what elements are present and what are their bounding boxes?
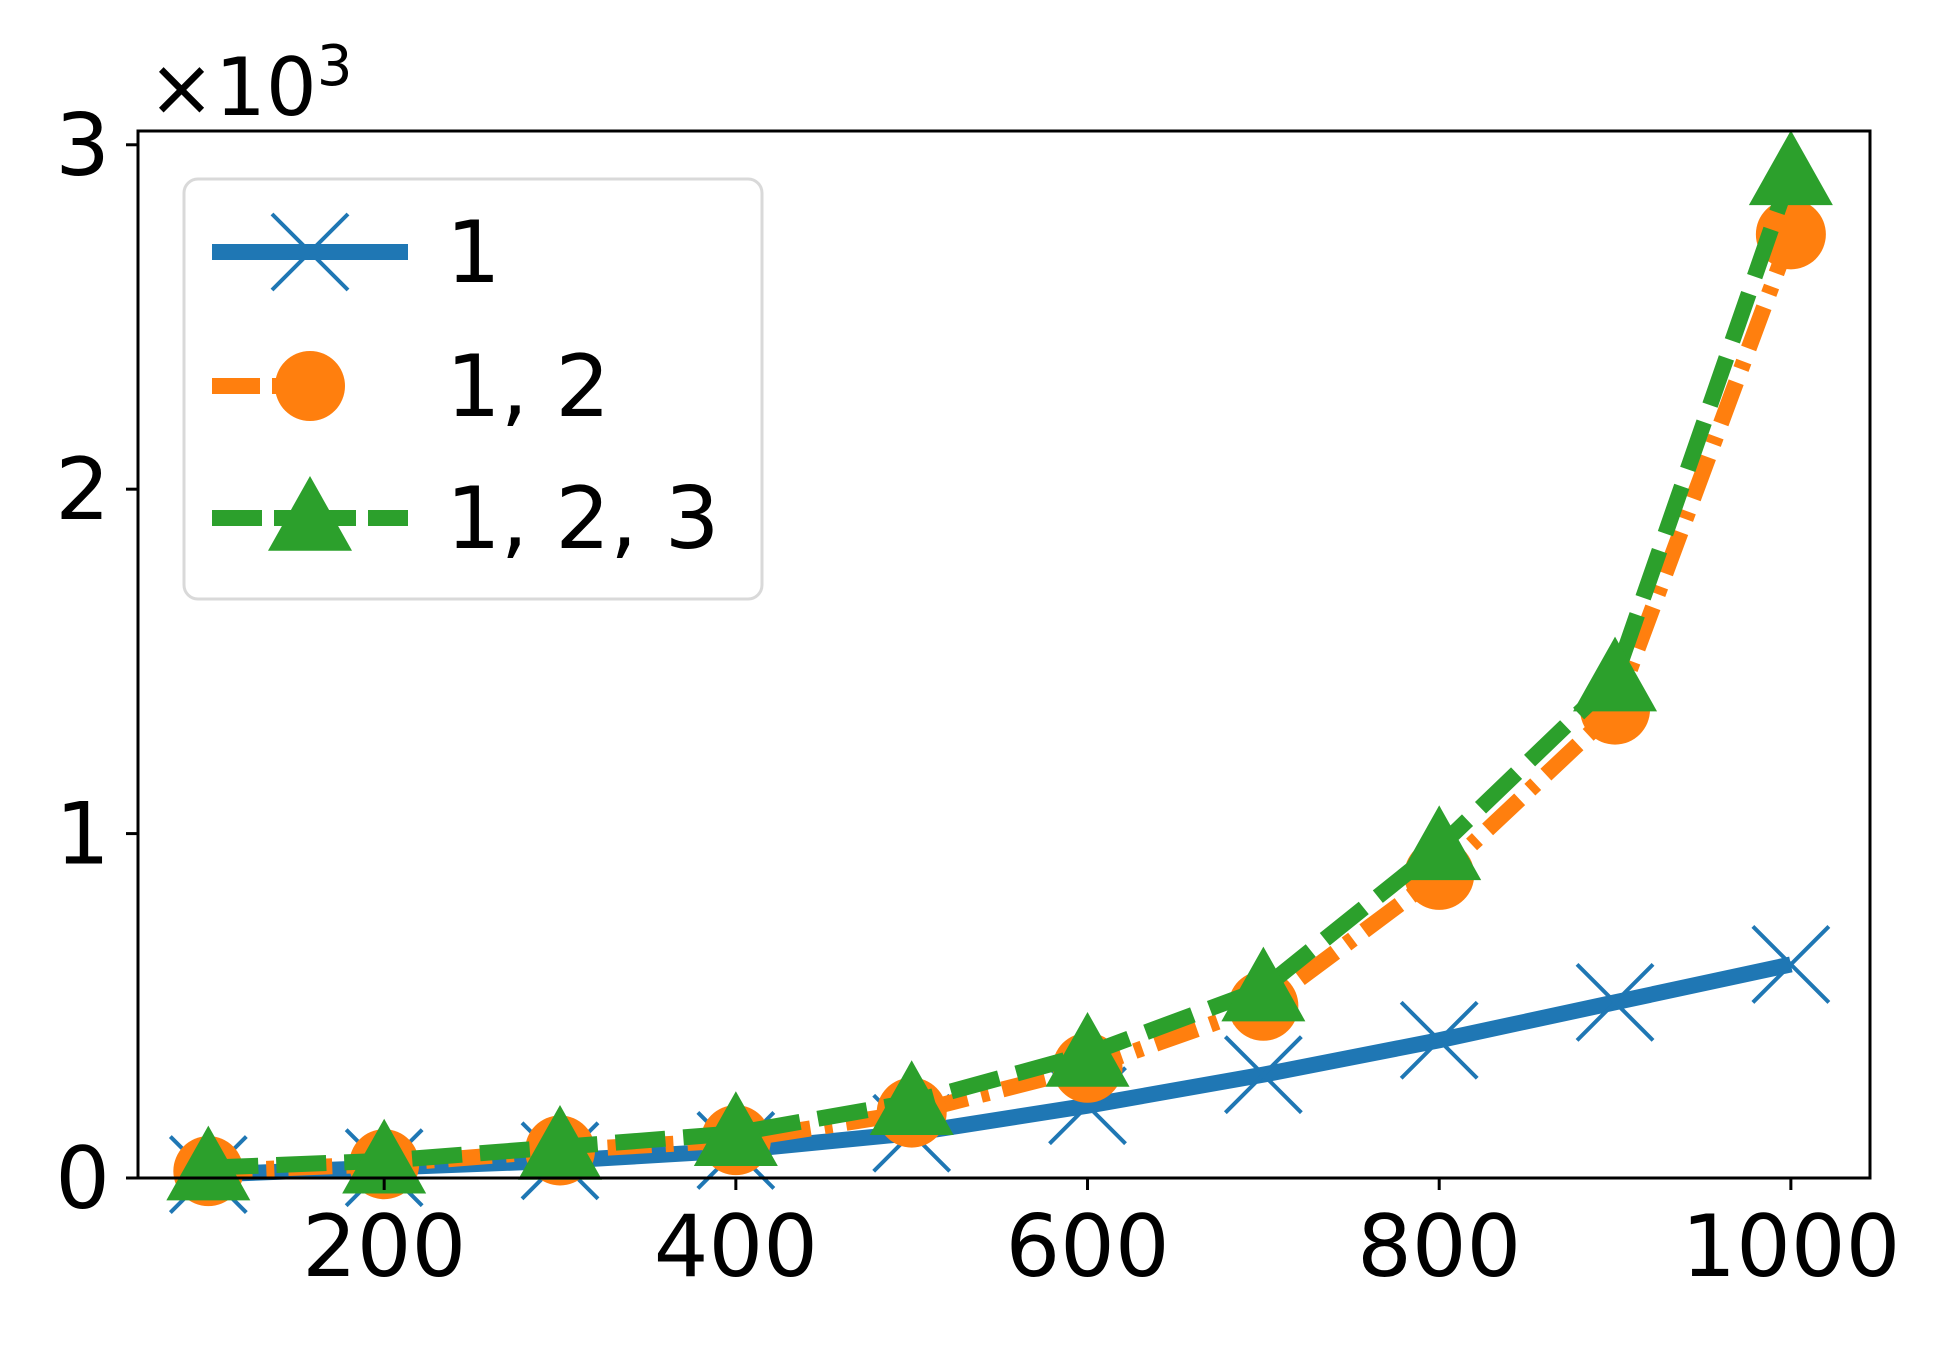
y-tick-label: 2 — [55, 440, 110, 540]
legend-entry-3: 1, 2, 3 — [212, 469, 720, 569]
y-tick-label: 0 — [55, 1129, 110, 1229]
series-layer — [166, 130, 1833, 1214]
series-line — [208, 231, 1799, 1180]
x-tick-label: 800 — [1357, 1197, 1521, 1297]
legend-marker — [268, 476, 352, 551]
x-tick-label: 400 — [654, 1197, 818, 1297]
y-multiplier-base: ×10 — [148, 41, 317, 134]
x-tick-label: 1000 — [1681, 1197, 1900, 1297]
legend-label: 1 — [446, 203, 501, 303]
data-point — [869, 1060, 954, 1135]
series-3 — [166, 130, 1833, 1201]
legend-box — [182, 177, 764, 601]
legend-marker — [275, 351, 345, 421]
legend-marker — [270, 212, 350, 292]
legend-label: 1, 2, 3 — [446, 469, 720, 569]
legend-entry-2: 1, 2 — [212, 337, 610, 437]
data-point — [693, 1091, 778, 1166]
data-point — [1755, 199, 1826, 270]
data-point — [1045, 1012, 1130, 1087]
x-tick-label: 200 — [302, 1197, 466, 1297]
plot-frame — [136, 129, 1872, 1180]
data-point — [518, 1105, 603, 1180]
y-multiplier-exponent: 3 — [317, 34, 353, 99]
y-multiplier-label: ×103 — [148, 34, 352, 134]
data-point — [1223, 1035, 1303, 1115]
data-point — [1397, 805, 1482, 881]
data-point — [1751, 925, 1831, 1004]
y-tick-label: 1 — [55, 785, 110, 885]
ticks-layer: 200 400 600 800 1000 0 1 2 3 — [55, 96, 1900, 1297]
data-point — [166, 1125, 251, 1201]
data-point — [1399, 1000, 1479, 1080]
x-tick-label: 600 — [1005, 1197, 1169, 1297]
data-point — [1573, 636, 1658, 712]
data-point — [342, 1118, 427, 1194]
y-tick-label: 3 — [55, 96, 110, 196]
legend-entry-1: 1 — [212, 203, 501, 303]
data-point — [1575, 962, 1655, 1042]
data-point — [1748, 130, 1833, 206]
data-point — [1221, 946, 1306, 1022]
legend: 1 1, 2 1, 2, 3 — [182, 177, 764, 601]
legend-label: 1, 2 — [446, 337, 610, 437]
